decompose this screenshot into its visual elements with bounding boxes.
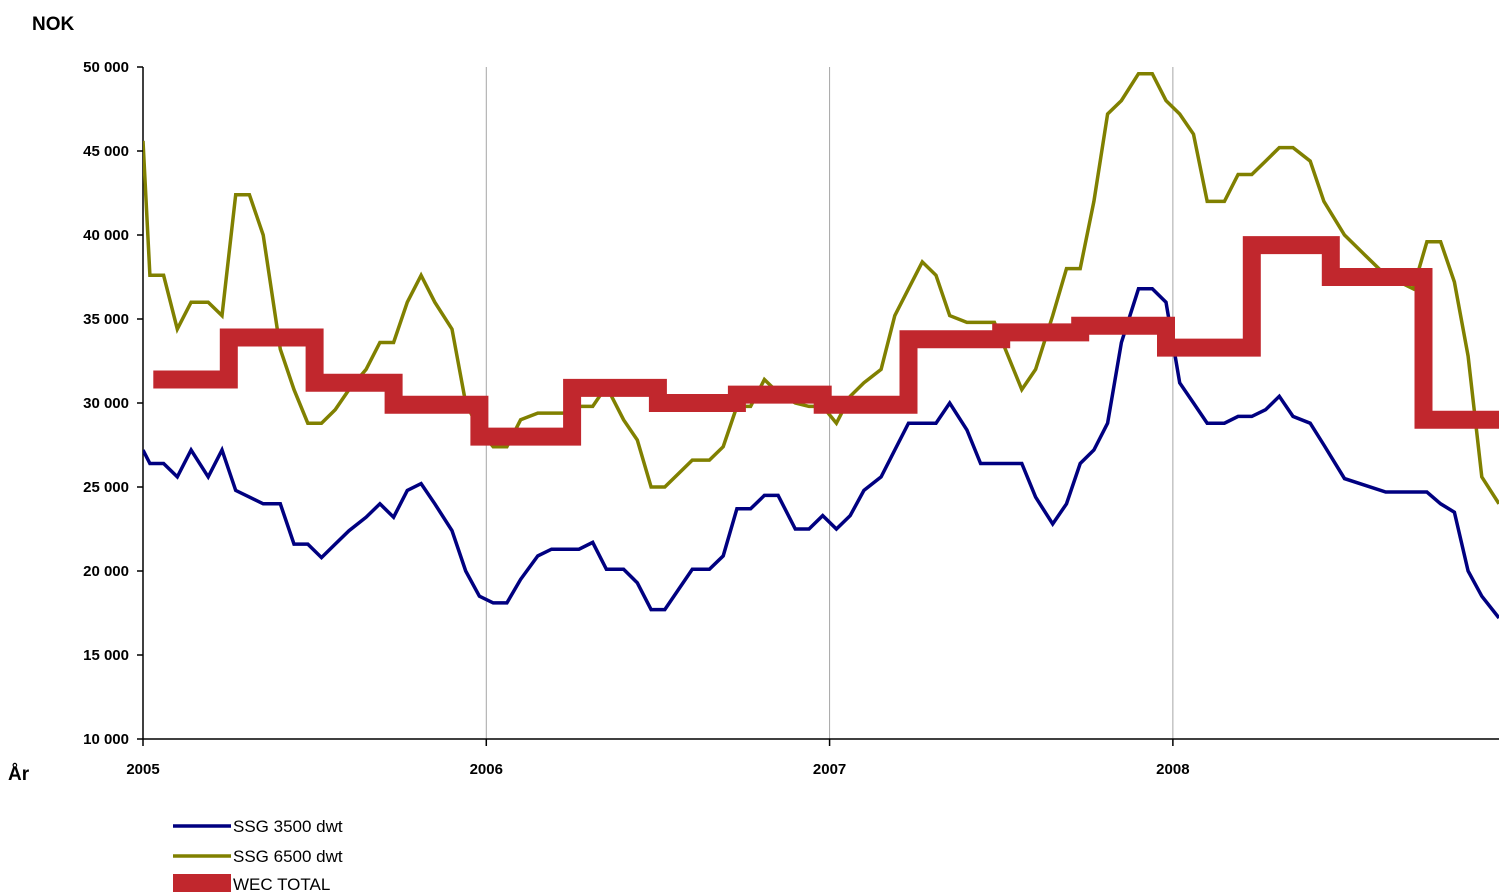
x-tick-label: 2005	[126, 761, 159, 778]
x-tick-label: 2007	[813, 761, 846, 778]
y-tick-label: 45 000	[83, 143, 129, 160]
y-axis-title: NOK	[32, 14, 75, 35]
x-tick-label: 2008	[1156, 761, 1189, 778]
series-layer	[143, 71, 1499, 620]
y-tick-label: 50 000	[83, 59, 129, 76]
x-tick-labels: 2005 2006 2007 2008	[126, 761, 1189, 778]
y-tick-label: 15 000	[83, 647, 129, 664]
legend: SSG 3500 dwt SSG 6500 dwt WEC TOTAL	[173, 817, 343, 894]
x-axis-title: År	[8, 764, 30, 785]
y-tick-label: 10 000	[83, 731, 129, 748]
legend-label: WEC TOTAL	[233, 875, 330, 894]
legend-swatch	[173, 874, 231, 892]
legend-item: WEC TOTAL	[173, 874, 330, 894]
y-tick-label: 25 000	[83, 479, 129, 496]
axes	[137, 66, 1499, 746]
legend-item: SSG 6500 dwt	[173, 847, 343, 866]
series-ssg-3500-dwt	[143, 287, 1499, 620]
y-tick-label: 40 000	[83, 227, 129, 244]
y-tick-labels: 10 000 15 000 20 000 25 000 30 000 35 000 40 0…	[83, 59, 129, 748]
legend-label: SSG 6500 dwt	[233, 847, 343, 866]
x-tick-label: 2006	[470, 761, 503, 778]
legend-item: SSG 3500 dwt	[173, 817, 343, 836]
legend-label: SSG 3500 dwt	[233, 817, 343, 836]
y-tick-label: 30 000	[83, 395, 129, 412]
y-tick-label: 20 000	[83, 563, 129, 580]
series-wec-total	[153, 236, 1499, 446]
series-ssg-6500-dwt	[143, 71, 1499, 505]
y-tick-label: 35 000	[83, 311, 129, 328]
